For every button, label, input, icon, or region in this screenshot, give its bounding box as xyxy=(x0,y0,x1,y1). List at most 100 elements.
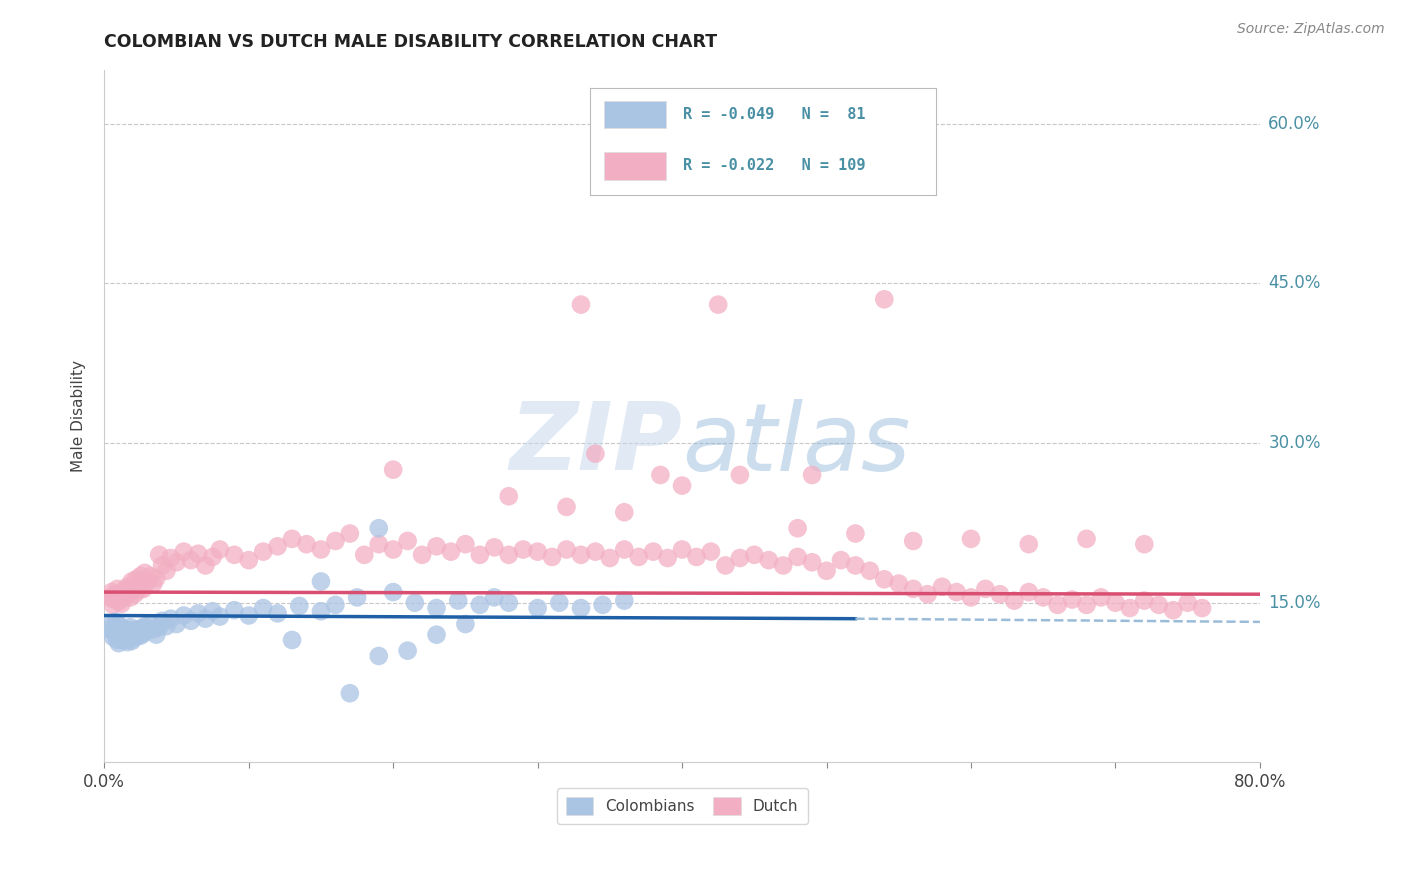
Point xyxy=(108,619,131,633)
Point xyxy=(1177,596,1199,610)
Point xyxy=(103,592,125,607)
Point xyxy=(281,632,304,647)
Point xyxy=(101,630,124,644)
Point xyxy=(155,564,177,578)
Point xyxy=(114,625,136,640)
Point xyxy=(569,297,592,311)
Point xyxy=(111,597,134,611)
Text: 30.0%: 30.0% xyxy=(1268,434,1320,452)
Point xyxy=(150,558,173,573)
Point xyxy=(117,628,139,642)
Point xyxy=(569,601,592,615)
Text: 45.0%: 45.0% xyxy=(1268,275,1320,293)
Point xyxy=(145,628,167,642)
Point xyxy=(650,467,672,482)
Point xyxy=(194,558,217,573)
Point xyxy=(844,526,866,541)
Point xyxy=(124,587,146,601)
Point xyxy=(613,593,636,607)
Point xyxy=(548,596,571,610)
Point xyxy=(643,544,665,558)
Point xyxy=(136,624,159,638)
Point xyxy=(1002,593,1025,607)
Point xyxy=(772,558,794,573)
Point xyxy=(134,566,156,580)
Point xyxy=(112,624,135,638)
Point xyxy=(121,626,143,640)
Point xyxy=(148,548,170,562)
Point xyxy=(707,297,730,311)
Point xyxy=(115,623,138,637)
Point xyxy=(173,608,195,623)
Point xyxy=(606,159,628,173)
Point xyxy=(129,629,152,643)
Point xyxy=(309,542,332,557)
Point xyxy=(627,549,650,564)
Point xyxy=(105,582,128,596)
Point xyxy=(339,526,361,541)
Point xyxy=(252,601,274,615)
Point xyxy=(127,577,149,591)
Point xyxy=(931,580,953,594)
Point xyxy=(1076,598,1098,612)
Point xyxy=(187,607,209,621)
Point xyxy=(108,590,131,604)
Point xyxy=(960,532,983,546)
Point xyxy=(1161,603,1184,617)
Text: 60.0%: 60.0% xyxy=(1268,114,1320,133)
Point xyxy=(367,648,389,663)
Text: 15.0%: 15.0% xyxy=(1268,594,1320,612)
Point xyxy=(353,548,375,562)
Point xyxy=(498,596,520,610)
Point xyxy=(122,582,145,596)
Point xyxy=(208,542,231,557)
Point xyxy=(166,555,188,569)
Point xyxy=(105,628,128,642)
Text: ZIP: ZIP xyxy=(509,398,682,490)
Point xyxy=(224,603,246,617)
Point xyxy=(101,598,124,612)
Point xyxy=(118,624,141,639)
Point xyxy=(859,564,882,578)
Point xyxy=(128,582,150,597)
Point xyxy=(830,553,852,567)
Point xyxy=(786,521,808,535)
Point xyxy=(1018,537,1040,551)
Point xyxy=(121,634,143,648)
Point xyxy=(187,547,209,561)
Point xyxy=(555,500,578,514)
Point xyxy=(346,591,368,605)
Point xyxy=(425,539,447,553)
Y-axis label: Male Disability: Male Disability xyxy=(72,360,86,473)
Point xyxy=(526,601,548,615)
Point xyxy=(127,623,149,637)
Point xyxy=(150,614,173,628)
Point xyxy=(295,537,318,551)
Point xyxy=(148,620,170,634)
Point xyxy=(124,628,146,642)
Point xyxy=(281,532,304,546)
Point xyxy=(484,541,506,555)
Point xyxy=(159,612,181,626)
Point xyxy=(541,549,564,564)
Point xyxy=(266,607,288,621)
Point xyxy=(758,553,780,567)
Point xyxy=(309,604,332,618)
Point xyxy=(714,558,737,573)
Point xyxy=(742,548,765,562)
Point xyxy=(901,533,924,548)
Point xyxy=(425,628,447,642)
Point xyxy=(107,595,129,609)
Point xyxy=(382,542,405,557)
Point xyxy=(988,587,1011,601)
Point xyxy=(382,463,405,477)
Point xyxy=(128,625,150,640)
Point xyxy=(120,629,142,643)
Point xyxy=(108,625,131,640)
Point xyxy=(159,551,181,566)
Point xyxy=(592,598,614,612)
Point xyxy=(122,624,145,638)
Point xyxy=(155,619,177,633)
Point xyxy=(583,544,606,558)
Point xyxy=(468,598,491,612)
